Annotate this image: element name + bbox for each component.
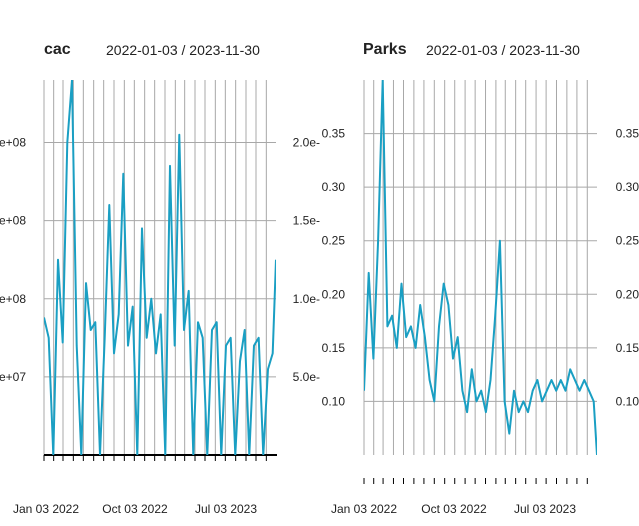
x-tick-label: Jan 03 2022 xyxy=(331,502,397,516)
x-tick-label: Jul 03 2023 xyxy=(195,502,257,516)
y-tick-label-left: 0.20 xyxy=(322,287,346,301)
panel-range-cac: 2022-01-03 / 2023-11-30 xyxy=(106,42,260,58)
x-tick-label: Oct 03 2022 xyxy=(421,502,487,516)
y-tick-label-left: e+08 xyxy=(0,292,26,306)
y-tick-label-left: e+07 xyxy=(0,370,26,384)
x-tick-label: Oct 03 2022 xyxy=(102,502,168,516)
y-tick-label-right: 1.5e- xyxy=(293,214,320,228)
series-line xyxy=(364,80,597,455)
y-tick-label-right: 1.0e- xyxy=(293,292,320,306)
y-tick-label-left: 0.30 xyxy=(322,180,346,194)
y-tick-label-right: 0.35 xyxy=(616,127,639,141)
y-tick-label-left: 0.25 xyxy=(322,234,346,248)
y-tick-label-right: 0.25 xyxy=(616,234,639,248)
x-tick-label: Jul 03 2023 xyxy=(514,502,576,516)
y-tick-label-right: 5.0e- xyxy=(293,370,320,384)
y-tick-label-left: 0.35 xyxy=(322,127,346,141)
y-tick-label-left: e+08 xyxy=(0,214,26,228)
y-tick-label-right: 0.30 xyxy=(616,180,639,194)
y-tick-label-left: e+08 xyxy=(0,136,26,150)
panel-title-cac: cac xyxy=(44,41,71,58)
y-tick-label-right: 0.10 xyxy=(616,394,639,408)
panel-range-parks: 2022-01-03 / 2023-11-30 xyxy=(426,42,580,58)
series-line xyxy=(44,80,276,455)
x-tick-label: Jan 03 2022 xyxy=(13,502,79,516)
y-tick-label-right: 2.0e- xyxy=(293,136,320,150)
y-tick-label-right: 0.20 xyxy=(616,287,639,301)
y-tick-label-left: 0.15 xyxy=(322,341,346,355)
y-tick-label-left: 0.10 xyxy=(322,394,346,408)
panel-title-parks: Parks xyxy=(363,41,407,58)
y-tick-label-right: 0.15 xyxy=(616,341,639,355)
